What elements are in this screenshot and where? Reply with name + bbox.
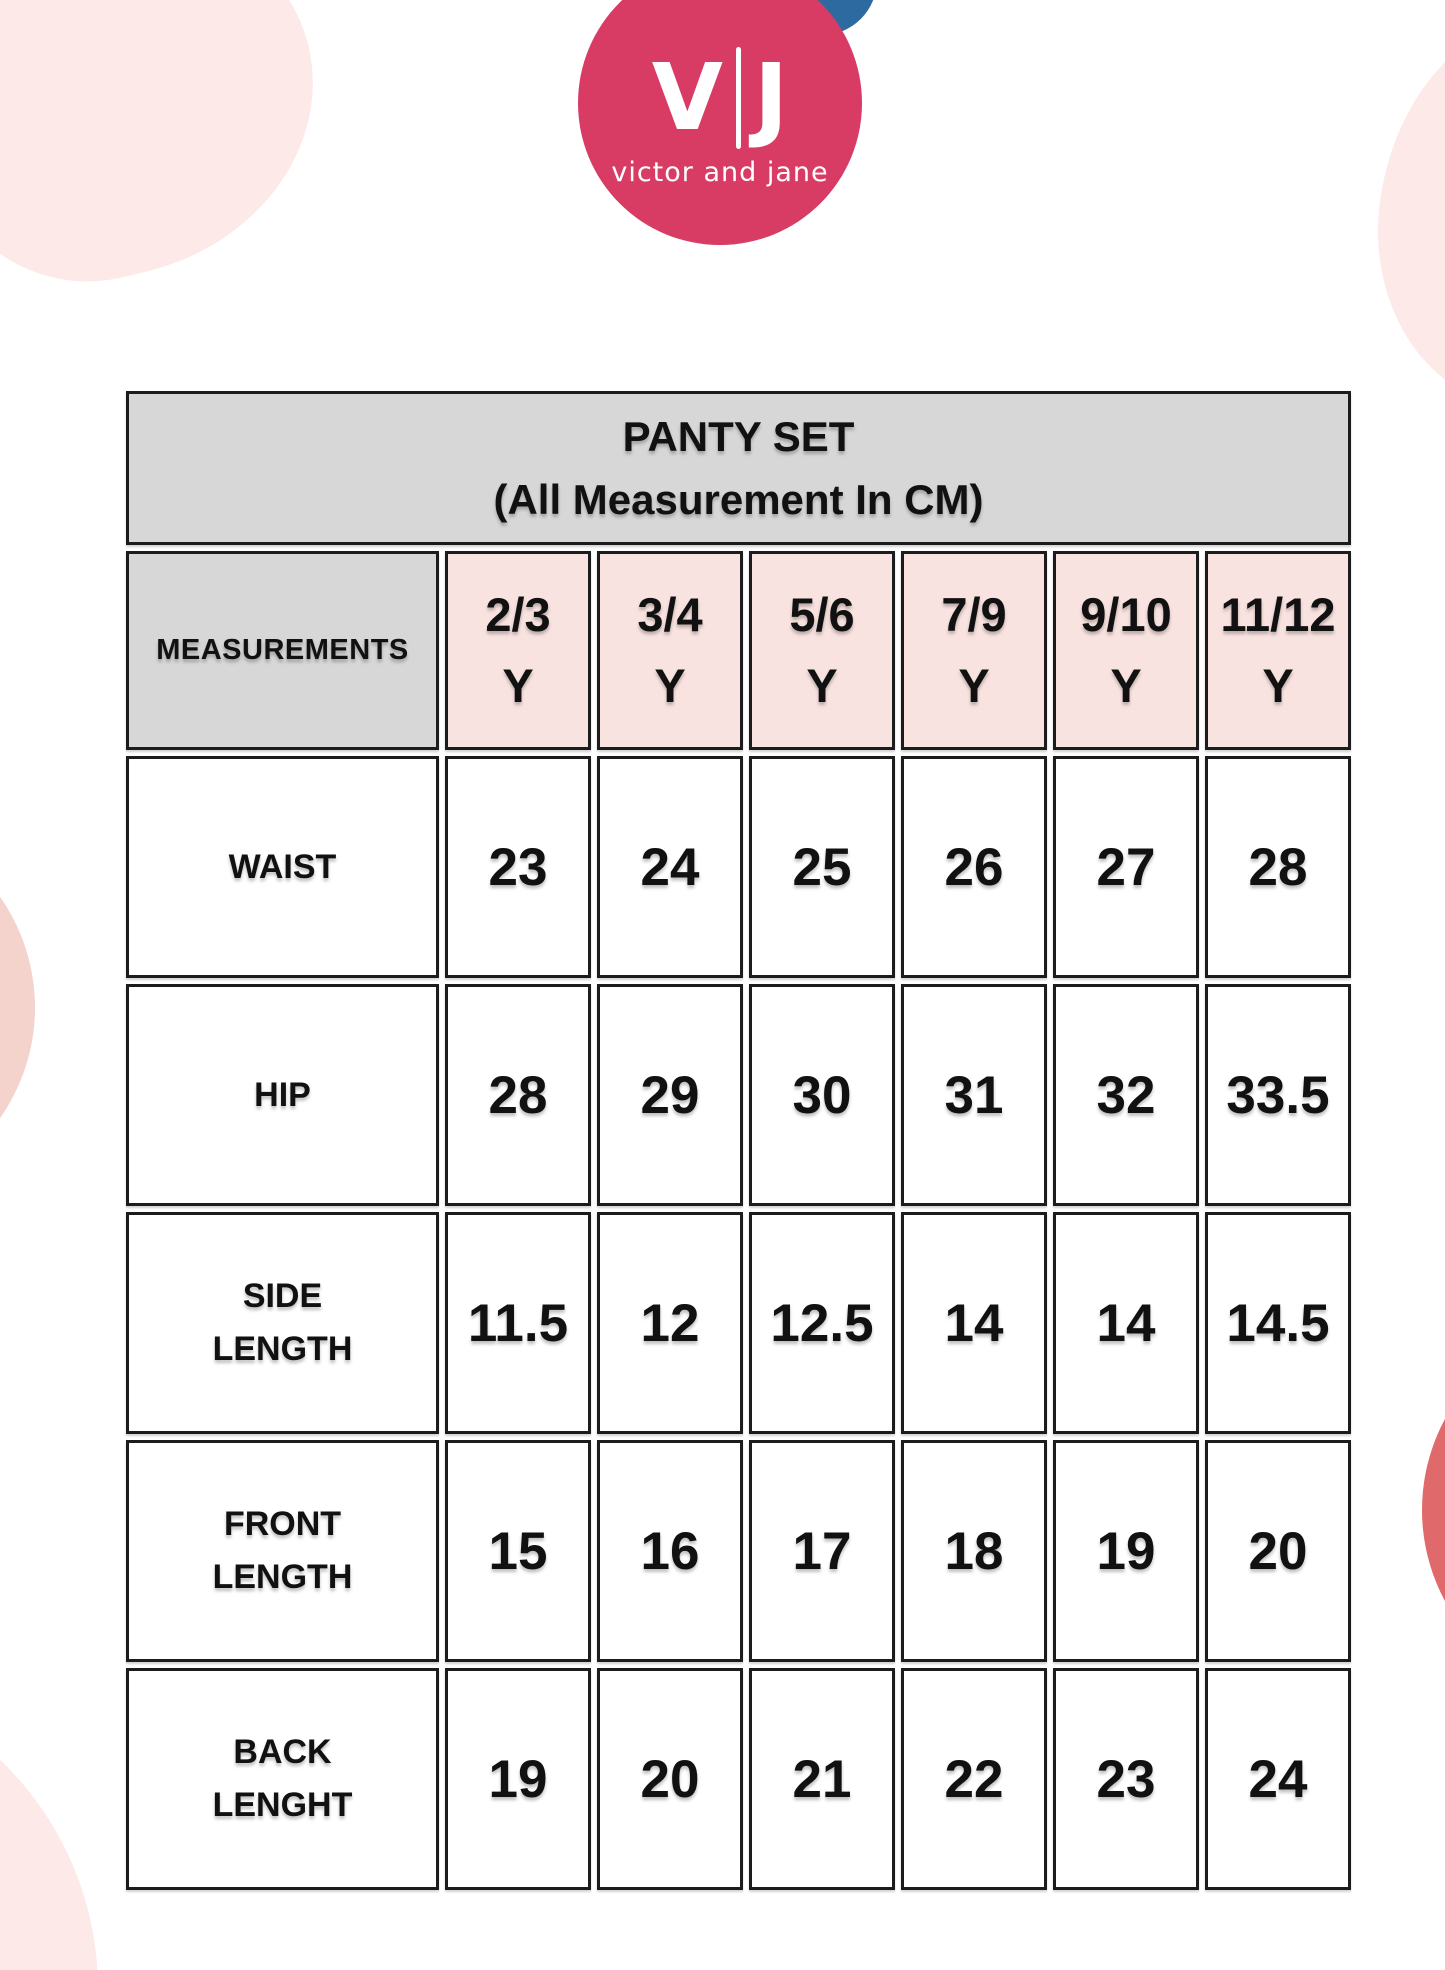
waist-value: 25 (749, 756, 895, 978)
side-length-value: 14 (1053, 1212, 1199, 1434)
row-label-hip: HIP (126, 984, 439, 1206)
front-length-value: 17 (749, 1440, 895, 1662)
size-header-cell-2-3: 2/3 Y (445, 551, 591, 750)
decor-blob-top-right (1354, 0, 1445, 423)
logo-initial-v: V (651, 43, 723, 151)
row-label-back-length: BACK LENGHT (126, 1668, 439, 1890)
row-label-side-length: SIDE LENGTH (126, 1212, 439, 1434)
size-chart-table: PANTY SET (All Measurement In CM) MEASUR… (120, 385, 1357, 1896)
back-length-value: 20 (597, 1668, 743, 1890)
back-length-value: 21 (749, 1668, 895, 1890)
hip-value: 31 (901, 984, 1047, 1206)
decor-circle-bottom-left (0, 1672, 98, 1970)
front-length-value: 20 (1205, 1440, 1351, 1662)
back-length-value: 24 (1205, 1668, 1351, 1890)
hip-value: 33.5 (1205, 984, 1351, 1206)
table-row-back-length: BACK LENGHT 19 20 21 22 23 24 (126, 1668, 1351, 1890)
chart-header-row: MEASUREMENTS 2/3 Y 3/4 Y 5/6 Y 7/9 Y 9/1… (126, 551, 1351, 750)
waist-value: 27 (1053, 756, 1199, 978)
front-length-value: 19 (1053, 1440, 1199, 1662)
chart-title-cell: PANTY SET (All Measurement In CM) (126, 391, 1351, 545)
brand-logo: V J victor and jane (578, 0, 862, 245)
logo-initial-j: J (753, 43, 789, 151)
chart-title-row: PANTY SET (All Measurement In CM) (126, 391, 1351, 545)
size-header-cell-11-12: 11/12 Y (1205, 551, 1351, 750)
front-length-value: 18 (901, 1440, 1047, 1662)
row-label-front-length: FRONT LENGTH (126, 1440, 439, 1662)
back-length-value: 22 (901, 1668, 1047, 1890)
table-row-front-length: FRONT LENGTH 15 16 17 18 19 20 (126, 1440, 1351, 1662)
hip-value: 28 (445, 984, 591, 1206)
side-length-value: 14.5 (1205, 1212, 1351, 1434)
decor-blob-top-left (0, 0, 352, 314)
front-length-value: 16 (597, 1440, 743, 1662)
table-row-hip: HIP 28 29 30 31 32 33.5 (126, 984, 1351, 1206)
measurements-header-cell: MEASUREMENTS (126, 551, 439, 750)
brand-name: victor and jane (611, 156, 829, 188)
back-length-value: 23 (1053, 1668, 1199, 1890)
front-length-value: 15 (445, 1440, 591, 1662)
waist-value: 26 (901, 756, 1047, 978)
waist-value: 28 (1205, 756, 1351, 978)
side-length-value: 12 (597, 1212, 743, 1434)
logo-divider-bar (735, 46, 741, 149)
hip-value: 30 (749, 984, 895, 1206)
decor-circle-right (1422, 1318, 1445, 1702)
side-length-value: 14 (901, 1212, 1047, 1434)
side-length-value: 11.5 (445, 1212, 591, 1434)
back-length-value: 19 (445, 1668, 591, 1890)
hip-value: 32 (1053, 984, 1199, 1206)
size-header-cell-9-10: 9/10 Y (1053, 551, 1199, 750)
row-label-waist: WAIST (126, 756, 439, 978)
size-header-cell-3-4: 3/4 Y (597, 551, 743, 750)
decor-circle-left (0, 815, 35, 1200)
table-row-side-length: SIDE LENGTH 11.5 12 12.5 14 14 14.5 (126, 1212, 1351, 1434)
size-header-cell-7-9: 7/9 Y (901, 551, 1047, 750)
waist-value: 24 (597, 756, 743, 978)
size-header-cell-5-6: 5/6 Y (749, 551, 895, 750)
logo-initials: V J (651, 43, 789, 151)
waist-value: 23 (445, 756, 591, 978)
hip-value: 29 (597, 984, 743, 1206)
table-row-waist: WAIST 23 24 25 26 27 28 (126, 756, 1351, 978)
side-length-value: 12.5 (749, 1212, 895, 1434)
